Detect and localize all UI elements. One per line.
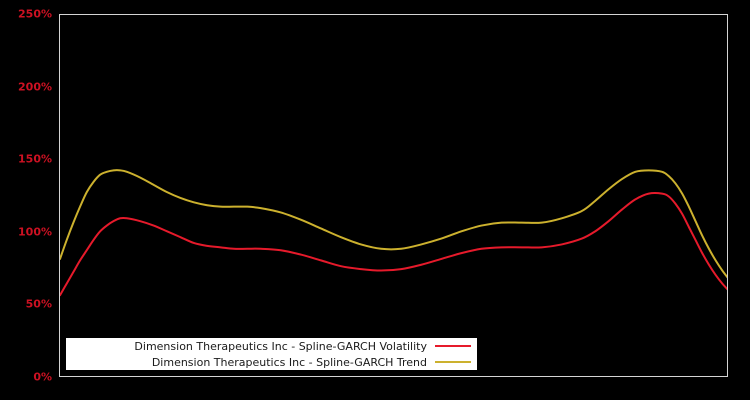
legend-label: Dimension Therapeutics Inc - Spline-GARC…	[134, 339, 427, 353]
legend-color-swatch	[435, 361, 471, 363]
y-axis-tick-label: 250%	[18, 7, 52, 21]
y-axis-tick-label: 200%	[18, 80, 52, 94]
legend-entry[interactable]: Dimension Therapeutics Inc - Spline-GARC…	[66, 354, 477, 370]
y-axis-tick-label: 50%	[25, 297, 52, 311]
y-axis-tick-label: 0%	[33, 370, 52, 384]
plot-area	[59, 14, 728, 377]
chart-legend: Dimension Therapeutics Inc - Spline-GARC…	[66, 338, 477, 370]
y-axis-tick-label: 100%	[18, 225, 52, 239]
legend-color-swatch	[435, 345, 471, 347]
legend-entry[interactable]: Dimension Therapeutics Inc - Spline-GARC…	[66, 338, 477, 354]
series-line	[60, 192, 727, 297]
y-axis-tick-label: 150%	[18, 152, 52, 166]
plot-svg	[60, 169, 727, 297]
legend-label: Dimension Therapeutics Inc - Spline-GARC…	[151, 355, 427, 369]
series-line	[60, 169, 727, 279]
series-group	[60, 169, 727, 297]
